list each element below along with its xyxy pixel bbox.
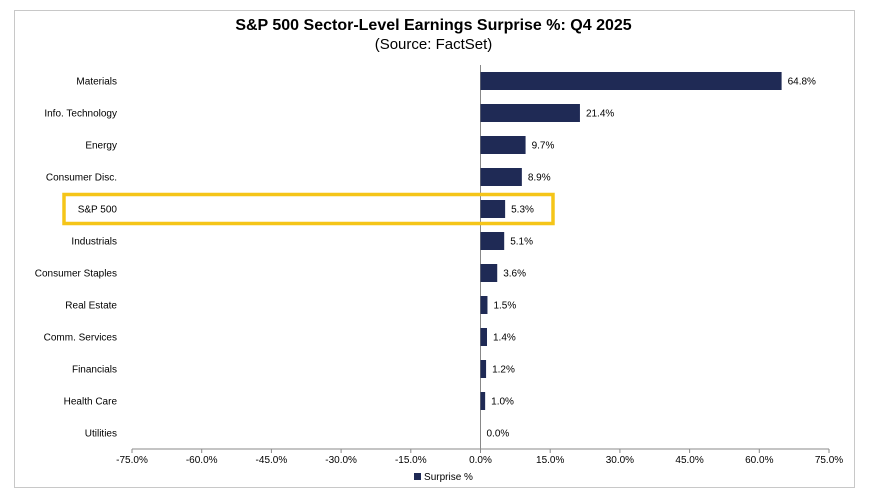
chart-subtitle: (Source: FactSet) (374, 36, 493, 53)
bar (480, 168, 522, 186)
bar (480, 200, 506, 218)
x-tick-label: -60.0% (186, 455, 218, 466)
bar (480, 264, 498, 282)
bar (480, 328, 488, 346)
data-label: 1.5% (493, 301, 516, 312)
data-label: 5.3% (511, 205, 534, 216)
category-label: Consumer Staples (35, 269, 117, 280)
x-tick-label: 15.0% (536, 455, 564, 466)
bar (480, 232, 505, 250)
category-label: Industrials (71, 237, 117, 248)
data-label: 8.9% (528, 173, 551, 184)
category-label: Real Estate (65, 301, 117, 312)
chart-legend: Surprise % (0, 472, 887, 483)
x-tick-label: -15.0% (395, 455, 427, 466)
data-label: 5.1% (510, 237, 533, 248)
highlight-box (62, 192, 555, 226)
x-tick-label: 60.0% (745, 455, 773, 466)
chart-title: S&P 500 Sector-Level Earnings Surprise %… (235, 17, 632, 34)
legend-label: Surprise % (424, 472, 473, 483)
data-label: 1.2% (492, 365, 515, 376)
x-tick-label: -30.0% (325, 455, 357, 466)
x-tick-label: 75.0% (815, 455, 843, 466)
chart-frame (14, 10, 855, 488)
category-label: Materials (76, 77, 117, 88)
bar (480, 136, 526, 154)
category-label: S&P 500 (78, 205, 118, 216)
bar (480, 360, 487, 378)
bar (480, 72, 782, 90)
category-label: Utilities (85, 429, 117, 440)
category-label: Health Care (64, 397, 118, 408)
data-label: 21.4% (586, 109, 614, 120)
data-label: 64.8% (788, 77, 816, 88)
data-label: 0.0% (487, 429, 510, 440)
category-label: Info. Technology (44, 109, 117, 120)
data-label: 9.7% (532, 141, 555, 152)
data-label: 1.4% (493, 333, 516, 344)
bar (480, 296, 488, 314)
x-tick-label: 0.0% (469, 455, 492, 466)
bar (480, 392, 486, 410)
category-label: Comm. Services (44, 333, 117, 344)
x-tick-label: -75.0% (116, 455, 148, 466)
data-label: 1.0% (491, 397, 514, 408)
category-label: Consumer Disc. (46, 173, 117, 184)
legend-swatch (414, 473, 422, 480)
category-label: Financials (72, 365, 117, 376)
bar (480, 104, 580, 122)
data-label: 3.6% (503, 269, 526, 280)
x-tick-label: 30.0% (606, 455, 634, 466)
x-tick-label: 45.0% (675, 455, 703, 466)
x-tick-label: -45.0% (256, 455, 288, 466)
category-label: Energy (85, 141, 117, 152)
